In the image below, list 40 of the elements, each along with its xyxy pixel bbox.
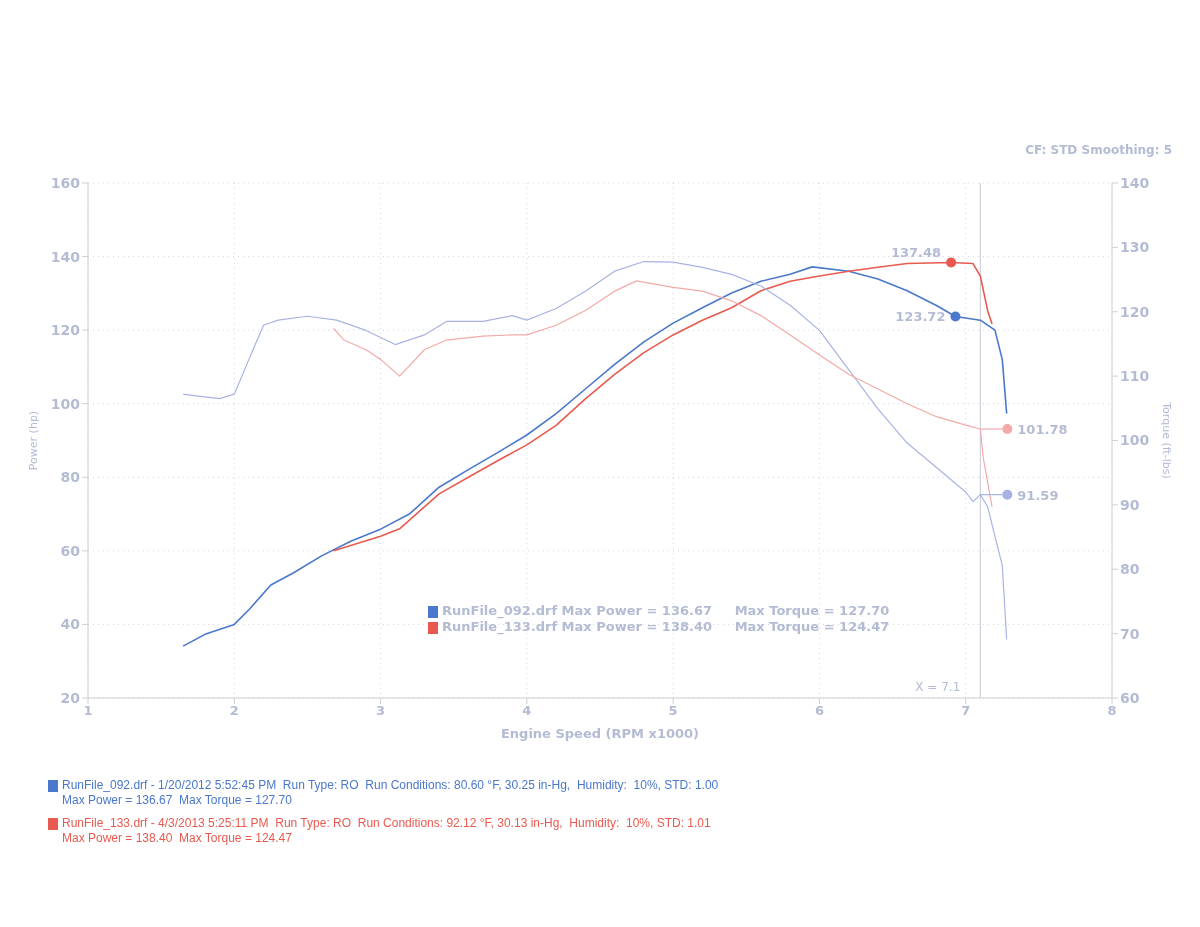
y-tick-label: 120	[50, 322, 81, 339]
y-tick-label: 20	[60, 689, 81, 706]
x-tick-label: 5	[668, 703, 678, 719]
y2-axis-title: Torque (ft-lbs)	[1160, 401, 1174, 479]
y2-tick-label: 110	[1120, 368, 1150, 385]
y2-tick-label: 120	[1120, 303, 1150, 320]
y2-tick-label: 70	[1120, 625, 1140, 642]
y2-tick-label: 140	[1120, 174, 1150, 191]
y2-tick-label: 80	[1120, 561, 1140, 578]
text: Max Power = 136.67 Max Torque = 127.70	[62, 793, 293, 808]
text: RunFile_133.drf - 4/3/2013 5:25:11 PM Run Type: RO Run Conditions: 92.12 °F, 30.13 in-Hg, Humidity: 10%, STD: 1.01	[61, 816, 712, 831]
annotation: 101.78	[1017, 422, 1068, 438]
y2-tick-label: 60	[1120, 689, 1140, 706]
y-tick-label: 80	[60, 469, 81, 486]
x-tick-label: 4	[522, 703, 532, 719]
x-tick-label: 2	[229, 703, 239, 719]
y2-tick-label: 90	[1120, 496, 1140, 513]
y2-tick-label: 130	[1120, 239, 1150, 256]
annotation: 137.48	[890, 245, 942, 261]
x-tick-label: 3	[376, 703, 386, 719]
text: CF: STD Smoothing: 5	[1025, 143, 1172, 157]
annotation: RunFile_092.drf Max Power = 136.67 Max Torque = 127.70	[441, 603, 890, 619]
y-tick-label: 60	[60, 542, 81, 559]
y2-tick-label: 100	[1120, 432, 1150, 449]
text: RunFile_092.drf - 1/20/2012 5:52:45 PM Run Type: RO Run Conditions: 80.60 °F, 30.25 in-Hg, Humidity: 10%, STD: 1.00	[61, 778, 720, 793]
x-axis-title: Engine Speed (RPM x1000)	[500, 726, 700, 741]
y-axis-title: Power (hp)	[26, 410, 40, 471]
annotation: 91.59	[1017, 487, 1059, 503]
y-tick-label: 40	[60, 616, 81, 633]
y-tick-label: 140	[50, 248, 81, 265]
ref-line-label: X = 7.1	[915, 680, 961, 694]
x-tick-label: 8	[1107, 703, 1117, 719]
x-tick-label: 6	[814, 703, 824, 719]
text: Max Power = 138.40 Max Torque = 124.47	[62, 831, 293, 846]
y-tick-label: 160	[50, 174, 81, 191]
annotation: RunFile_133.drf Max Power = 138.40 Max Torque = 124.47	[441, 619, 890, 635]
annotation: 123.72	[895, 309, 946, 325]
y-tick-label: 100	[50, 395, 81, 412]
x-tick-label: 1	[83, 703, 93, 719]
x-tick-label: 7	[961, 703, 971, 719]
